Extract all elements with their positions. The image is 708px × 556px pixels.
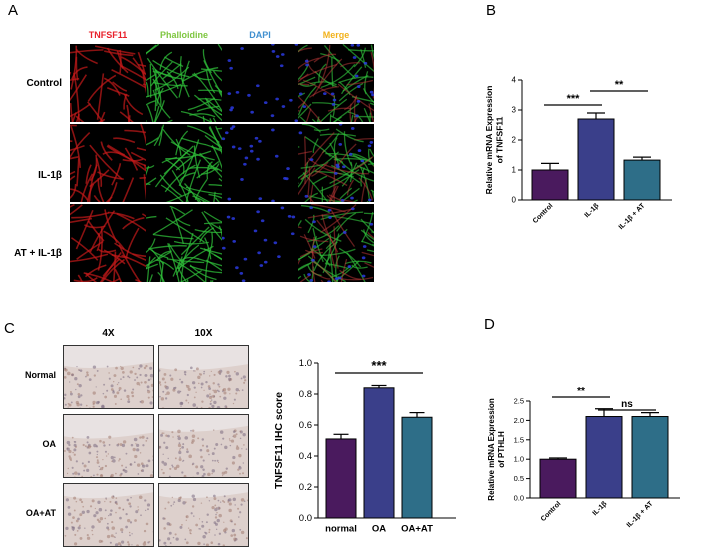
channel-label-dapi: DAPI (249, 30, 271, 40)
ihc-image-oa-4x (63, 414, 154, 478)
micrograph-merge-row3 (298, 204, 374, 282)
category-label: normal (325, 524, 357, 535)
category-label: OA+AT (401, 524, 433, 535)
category-label: IL-1β + AT (626, 500, 655, 529)
y-axis-label: TNFSF11 IHC score (273, 392, 285, 489)
y-tick-label: 1.0 (299, 358, 312, 369)
y-tick-label: 1 (512, 166, 517, 175)
bar (577, 118, 615, 201)
row-label-il1b: IL-1β (38, 170, 62, 181)
significance-label: ** (577, 386, 585, 397)
bar (623, 159, 661, 201)
y-tick-label: 0.4 (299, 451, 312, 462)
y-axis-label: Relative mRNA Expression (484, 86, 494, 195)
y-tick-label: 0.0 (299, 513, 312, 524)
significance-label: *** (371, 358, 387, 373)
y-axis-label: of TNFSF11 (495, 116, 505, 163)
category-label: IL-1β (592, 500, 609, 517)
ihc-column-10x: 10X (194, 328, 213, 339)
panel-letter-c: C (4, 320, 15, 337)
ihc-score-chart: 0.0 0.2 0.4 0.6 0.8 1.0 TNFSF11 IHC score norma… (273, 358, 456, 535)
y-tick-label: 0.0 (514, 494, 524, 503)
panel-letter-b: B (486, 2, 497, 19)
bar (325, 438, 357, 519)
ihc-column-4x: 4X (102, 328, 115, 339)
bar (401, 416, 433, 519)
bar (363, 387, 395, 519)
y-tick-label: 0.5 (514, 474, 524, 483)
channel-label-merge: Merge (322, 30, 350, 40)
y-tick-label: 2.0 (514, 416, 524, 425)
ihc-image-oa-at-4x (63, 483, 154, 547)
panel-letter-d: D (484, 316, 495, 333)
row-label-at-il1b: AT + IL-1β (14, 248, 62, 259)
category-label: OA (372, 524, 386, 535)
micrograph-merge-row2 (298, 124, 374, 202)
channel-label-tnfsf11: TNFSF11 (88, 30, 128, 40)
category-label: Control (532, 202, 555, 225)
bar (531, 169, 569, 201)
micrograph-tnfsf11-row2 (70, 124, 146, 202)
y-tick-label: 1.5 (514, 435, 524, 444)
channel-label-phalloidine: Phalloidine (159, 30, 208, 40)
ihc-panel: 4X 10X Normal OA OA+AT (0, 320, 270, 556)
y-axis-label: Relative mRNA Expression (487, 398, 496, 501)
y-tick-label: 2.5 (514, 397, 524, 406)
ihc-image-normal-10x (158, 345, 249, 409)
micrograph-merge-row1 (298, 44, 374, 122)
tnfsf11-mrna-chart: 0 1 2 3 4 Relative mRNA Expression of TNFSF11 C… (484, 76, 672, 231)
micrograph-dapi-row2 (222, 124, 298, 202)
micrograph-dapi-row1 (222, 44, 298, 122)
ihc-row-oa-at: OA+AT (25, 508, 56, 518)
bar (585, 416, 623, 499)
y-tick-label: 0.8 (299, 389, 312, 400)
micrograph-tnfsf11-row3 (70, 204, 146, 282)
y-tick-label: 1.0 (514, 455, 524, 464)
ihc-row-normal: Normal (24, 370, 56, 380)
row-label-control: Control (26, 78, 62, 89)
micrograph-tnfsf11-row1 (70, 44, 146, 122)
ihc-image-oa-at-10x (158, 483, 249, 547)
micrograph-dapi-row3 (222, 204, 298, 282)
y-tick-label: 3 (512, 106, 517, 115)
y-tick-label: 4 (512, 76, 517, 85)
ihc-image-oa-10x (158, 414, 249, 478)
immunofluorescence-panel: TNFSF11 Phalloidine DAPI Merge Control I… (0, 0, 450, 290)
bar (539, 458, 577, 499)
ihc-row-oa: OA (42, 439, 57, 449)
pthlh-mrna-chart: 0.0 0.5 1.0 1.5 2.0 2.5 Relative mRNA Expressi… (487, 386, 680, 529)
panel-letter-a: A (8, 2, 19, 19)
category-label: Control (540, 500, 563, 523)
y-tick-label: 0.6 (299, 420, 312, 431)
category-label: IL-1β (584, 202, 601, 219)
y-tick-label: 0 (512, 196, 517, 205)
significance-label: ns (621, 399, 633, 410)
y-tick-label: 0.2 (299, 482, 312, 493)
micrograph-phalloidine-row3 (146, 204, 222, 282)
y-tick-label: 2 (512, 136, 517, 145)
significance-label: *** (567, 93, 581, 105)
category-label: IL-1β + AT (618, 202, 647, 231)
micrograph-phalloidine-row1 (146, 44, 222, 122)
ihc-image-normal-4x (63, 345, 154, 409)
y-axis-label: of PTHLH (497, 431, 506, 468)
micrograph-phalloidine-row2 (146, 124, 222, 202)
significance-label: ** (615, 79, 624, 91)
bar (631, 416, 669, 499)
